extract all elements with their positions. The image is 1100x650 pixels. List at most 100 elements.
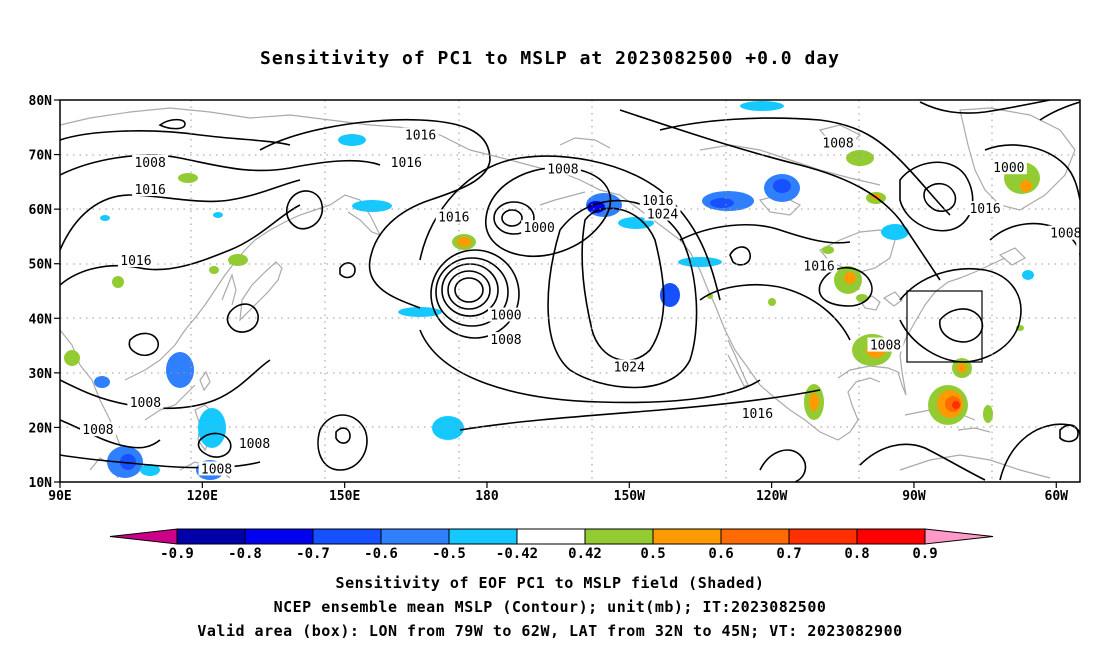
- colorbar-label: -0.42: [496, 546, 538, 562]
- valid-area-box: [906, 290, 983, 363]
- lat-label: 70N: [29, 149, 53, 164]
- lat-label: 20N: [29, 421, 53, 436]
- lon-label: 150E: [329, 489, 360, 504]
- contour-label-bg: [644, 206, 681, 221]
- contour-label-bg: [967, 201, 1004, 216]
- lon-label: 180: [475, 489, 499, 504]
- contour-label-bg: [117, 252, 154, 267]
- colorbar-label: -0.5: [432, 546, 466, 562]
- contour-label: 1000: [490, 309, 521, 324]
- lon-label: 120E: [187, 489, 218, 504]
- contour-label-bg: [487, 307, 524, 322]
- contour-label: 1008: [82, 423, 113, 438]
- map-title: Sensitivity of PC1 to MSLP at 2023082500…: [259, 48, 840, 69]
- caption-line-2: NCEP ensemble mean MSLP (Contour); unit(…: [273, 598, 827, 616]
- contour-label-bg: [801, 258, 838, 273]
- contour-label-bg: [521, 220, 558, 235]
- lat-label: 40N: [29, 312, 53, 327]
- contour-label-bg: [132, 182, 169, 197]
- contour-label-bg: [435, 209, 472, 224]
- colorbar-segment: [652, 528, 722, 545]
- contour-label: 1008: [1050, 227, 1081, 242]
- colorbar-segment: [448, 528, 518, 545]
- contour-label: 1016: [969, 202, 1000, 217]
- coastlines: [60, 107, 1076, 479]
- contour-labels: 1016101610081016101610161008101610241000…: [79, 127, 1100, 477]
- longitude-labels: 90E 120E 150E 180 150W 120W 90W 60W: [48, 482, 1068, 504]
- plot-frame: [59, 99, 1081, 483]
- lon-label: 60W: [1045, 489, 1069, 504]
- lat-label: 30N: [29, 367, 53, 382]
- contour-label-bg: [1076, 239, 1080, 254]
- colorbar-label: -0.6: [364, 546, 398, 562]
- colorbar-label: 0.8: [844, 546, 869, 562]
- colorbar-label: 0.6: [708, 546, 733, 562]
- contour-label: 1016: [391, 156, 422, 171]
- contour-label: 1016: [1079, 240, 1100, 255]
- contour-label-bg: [990, 160, 1027, 175]
- colorbar-segment: [176, 528, 246, 545]
- contour-label-bg: [236, 435, 273, 450]
- contour-label: 1016: [134, 183, 165, 198]
- contour-label-bg: [487, 332, 524, 347]
- contour-label-bg: [132, 154, 169, 169]
- lat-label: 10N: [29, 476, 53, 491]
- lat-label: 50N: [29, 258, 53, 273]
- colorbar-label: -0.7: [296, 546, 330, 562]
- contour-label: 1008: [134, 156, 165, 171]
- contour-label: 1016: [405, 128, 436, 143]
- colorbar-label: 0.9: [912, 546, 937, 562]
- contour-label-bg: [639, 192, 676, 207]
- contour-label: 1016: [438, 210, 469, 225]
- contour-label: 1000: [524, 221, 555, 236]
- contour-label-bg: [388, 154, 425, 169]
- contour-label: 1024: [614, 360, 645, 375]
- lat-label: 60N: [29, 203, 53, 218]
- contour-label: 1016: [803, 259, 834, 274]
- contour-label: 1008: [130, 396, 161, 411]
- contour-label: 1016: [642, 194, 673, 209]
- colorbar-segment: [720, 528, 790, 545]
- mslp-contours: [60, 100, 1080, 482]
- contour-label-bg: [79, 422, 116, 437]
- contour-label-bg: [127, 394, 164, 409]
- colorbar-segment: [244, 528, 314, 545]
- colorbar-segment: [584, 528, 654, 545]
- contour-label: 1016: [742, 407, 773, 422]
- colorbar-labels: -0.9 -0.8 -0.7 -0.6 -0.5 -0.42 0.42 0.5 0.6 0.7 0.…: [160, 546, 938, 562]
- contour-label-bg: [739, 405, 776, 420]
- contour-label-bg: [867, 337, 904, 352]
- colorbar-label: -0.8: [228, 546, 262, 562]
- contour-label: 1008: [822, 137, 853, 152]
- lon-label: 120W: [756, 489, 787, 504]
- colorbar-segment: [380, 528, 450, 545]
- latitude-labels: 80N 70N 60N 50N 40N 30N 20N 10N: [29, 94, 60, 491]
- contour-label: 1008: [870, 339, 901, 354]
- contour-label-bg: [611, 359, 648, 374]
- colorbar-segment: [516, 528, 586, 545]
- contour-label: 1024: [647, 208, 678, 223]
- caption-line-1: Sensitivity of EOF PC1 to MSLP field (Sh…: [335, 574, 765, 592]
- contour-label: 1008: [239, 437, 270, 452]
- colorbar: [109, 528, 994, 545]
- contour-label: 1008: [490, 333, 521, 348]
- contour-label-bg: [402, 127, 439, 142]
- contour-label-bg: [198, 461, 235, 476]
- contour-label-bg: [820, 135, 857, 150]
- lat-lon-grid: [60, 100, 1080, 482]
- colorbar-segment: [312, 528, 382, 545]
- contour-label: 1000: [993, 161, 1024, 176]
- contour-label: 1008: [547, 162, 578, 177]
- caption-line-3: Valid area (box): LON from 79W to 62W, L…: [197, 622, 903, 640]
- colorbar-label: 0.42: [568, 546, 602, 562]
- lon-label: 150W: [614, 489, 645, 504]
- colorbar-label: -0.9: [160, 546, 194, 562]
- colorbar-arrow-left: [109, 528, 178, 545]
- colorbar-label: 0.5: [640, 546, 665, 562]
- lon-label: 90W: [902, 489, 926, 504]
- colorbar-segment: [856, 528, 926, 545]
- colorbar-segment: [788, 528, 858, 545]
- lon-label: 90E: [48, 489, 71, 504]
- colorbar-label: 0.7: [776, 546, 801, 562]
